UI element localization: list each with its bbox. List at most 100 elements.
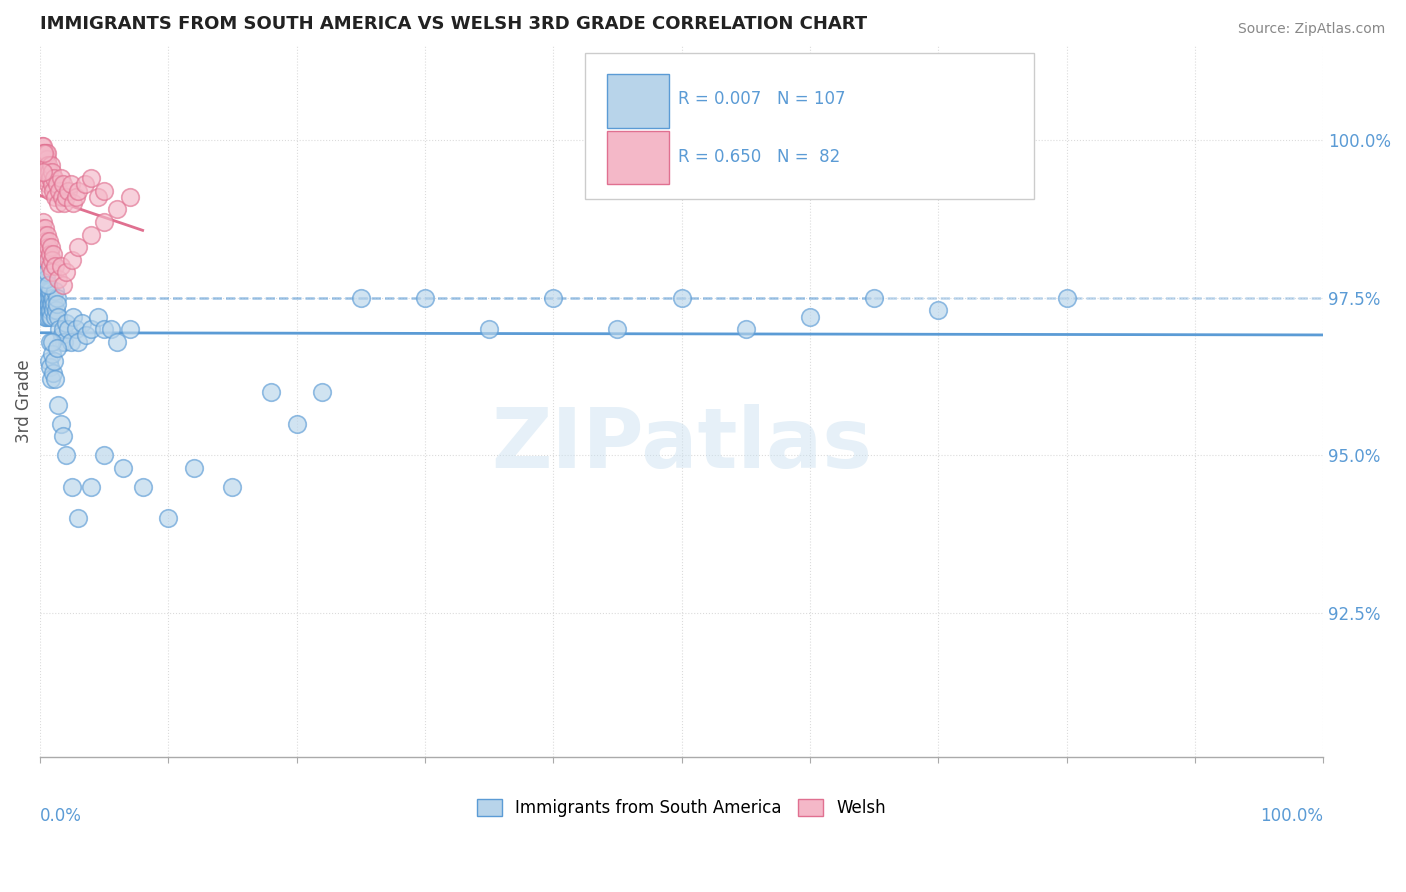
Point bbox=[62, 310, 84, 324]
Point bbox=[105, 202, 128, 217]
Point bbox=[671, 291, 693, 305]
Point bbox=[53, 334, 76, 349]
Point bbox=[52, 278, 75, 293]
Text: IMMIGRANTS FROM SOUTH AMERICA VS WELSH 3RD GRADE CORRELATION CHART: IMMIGRANTS FROM SOUTH AMERICA VS WELSH 3… bbox=[39, 15, 868, 33]
Point bbox=[31, 145, 53, 160]
Point bbox=[39, 240, 62, 254]
Point bbox=[37, 240, 59, 254]
Point bbox=[67, 334, 90, 349]
Point bbox=[39, 170, 62, 185]
Point bbox=[46, 398, 69, 412]
Point bbox=[37, 297, 59, 311]
Legend: Immigrants from South America, Welsh: Immigrants from South America, Welsh bbox=[470, 792, 893, 824]
Point bbox=[606, 322, 628, 336]
Point bbox=[157, 511, 180, 525]
Point bbox=[131, 479, 153, 493]
Point bbox=[31, 139, 53, 153]
Point bbox=[34, 221, 56, 235]
Point bbox=[285, 417, 308, 431]
Point bbox=[37, 278, 59, 293]
Point bbox=[67, 184, 90, 198]
Point bbox=[30, 152, 52, 166]
Point bbox=[30, 145, 52, 160]
Point bbox=[32, 285, 55, 299]
Text: ZIPatlas: ZIPatlas bbox=[491, 404, 872, 484]
FancyBboxPatch shape bbox=[607, 74, 669, 128]
Point bbox=[39, 372, 62, 386]
Point bbox=[118, 322, 141, 336]
Point bbox=[105, 334, 128, 349]
Point bbox=[80, 170, 103, 185]
Point bbox=[41, 347, 63, 361]
Point bbox=[350, 291, 373, 305]
Point bbox=[46, 297, 69, 311]
Point bbox=[38, 164, 60, 178]
Point bbox=[44, 310, 66, 324]
Point bbox=[72, 316, 94, 330]
Point bbox=[32, 145, 55, 160]
Point bbox=[42, 303, 65, 318]
Point bbox=[31, 158, 53, 172]
Point bbox=[86, 190, 108, 204]
Point bbox=[41, 291, 63, 305]
Point bbox=[93, 184, 115, 198]
Point bbox=[32, 240, 55, 254]
Point bbox=[30, 227, 52, 242]
FancyBboxPatch shape bbox=[607, 131, 669, 185]
Point bbox=[413, 291, 436, 305]
Point bbox=[35, 291, 58, 305]
Point bbox=[38, 334, 60, 349]
Point bbox=[34, 152, 56, 166]
Point bbox=[38, 310, 60, 324]
Point bbox=[44, 372, 66, 386]
Point bbox=[39, 297, 62, 311]
Point bbox=[73, 178, 96, 192]
Point bbox=[62, 196, 84, 211]
Point bbox=[80, 322, 103, 336]
Point bbox=[93, 322, 115, 336]
Point bbox=[34, 170, 56, 185]
Point bbox=[35, 297, 58, 311]
Point bbox=[38, 303, 60, 318]
Point bbox=[100, 322, 122, 336]
Point bbox=[112, 460, 135, 475]
Point bbox=[31, 164, 53, 178]
Point bbox=[35, 152, 58, 166]
Point bbox=[49, 170, 72, 185]
Point bbox=[32, 303, 55, 318]
Point bbox=[42, 246, 65, 260]
Point bbox=[59, 334, 82, 349]
Point bbox=[49, 334, 72, 349]
Point bbox=[42, 353, 65, 368]
Point bbox=[34, 265, 56, 279]
Point bbox=[35, 265, 58, 279]
Point bbox=[80, 227, 103, 242]
Point bbox=[52, 429, 75, 443]
Point bbox=[60, 479, 83, 493]
Point bbox=[32, 139, 55, 153]
Point bbox=[39, 291, 62, 305]
Point bbox=[35, 164, 58, 178]
Point bbox=[31, 145, 53, 160]
Point bbox=[37, 252, 59, 267]
Point bbox=[34, 310, 56, 324]
Point bbox=[59, 178, 82, 192]
Point bbox=[51, 328, 73, 343]
Point bbox=[118, 190, 141, 204]
Point bbox=[32, 145, 55, 160]
Point bbox=[58, 322, 80, 336]
Point bbox=[32, 278, 55, 293]
Point bbox=[38, 353, 60, 368]
Point bbox=[541, 291, 564, 305]
Point bbox=[42, 184, 65, 198]
Point bbox=[46, 271, 69, 285]
Point bbox=[35, 246, 58, 260]
Point bbox=[31, 291, 53, 305]
Point bbox=[51, 190, 73, 204]
Point bbox=[32, 152, 55, 166]
Point bbox=[35, 271, 58, 285]
Point bbox=[41, 334, 63, 349]
Point bbox=[55, 190, 77, 204]
Point bbox=[93, 215, 115, 229]
Point bbox=[734, 322, 756, 336]
